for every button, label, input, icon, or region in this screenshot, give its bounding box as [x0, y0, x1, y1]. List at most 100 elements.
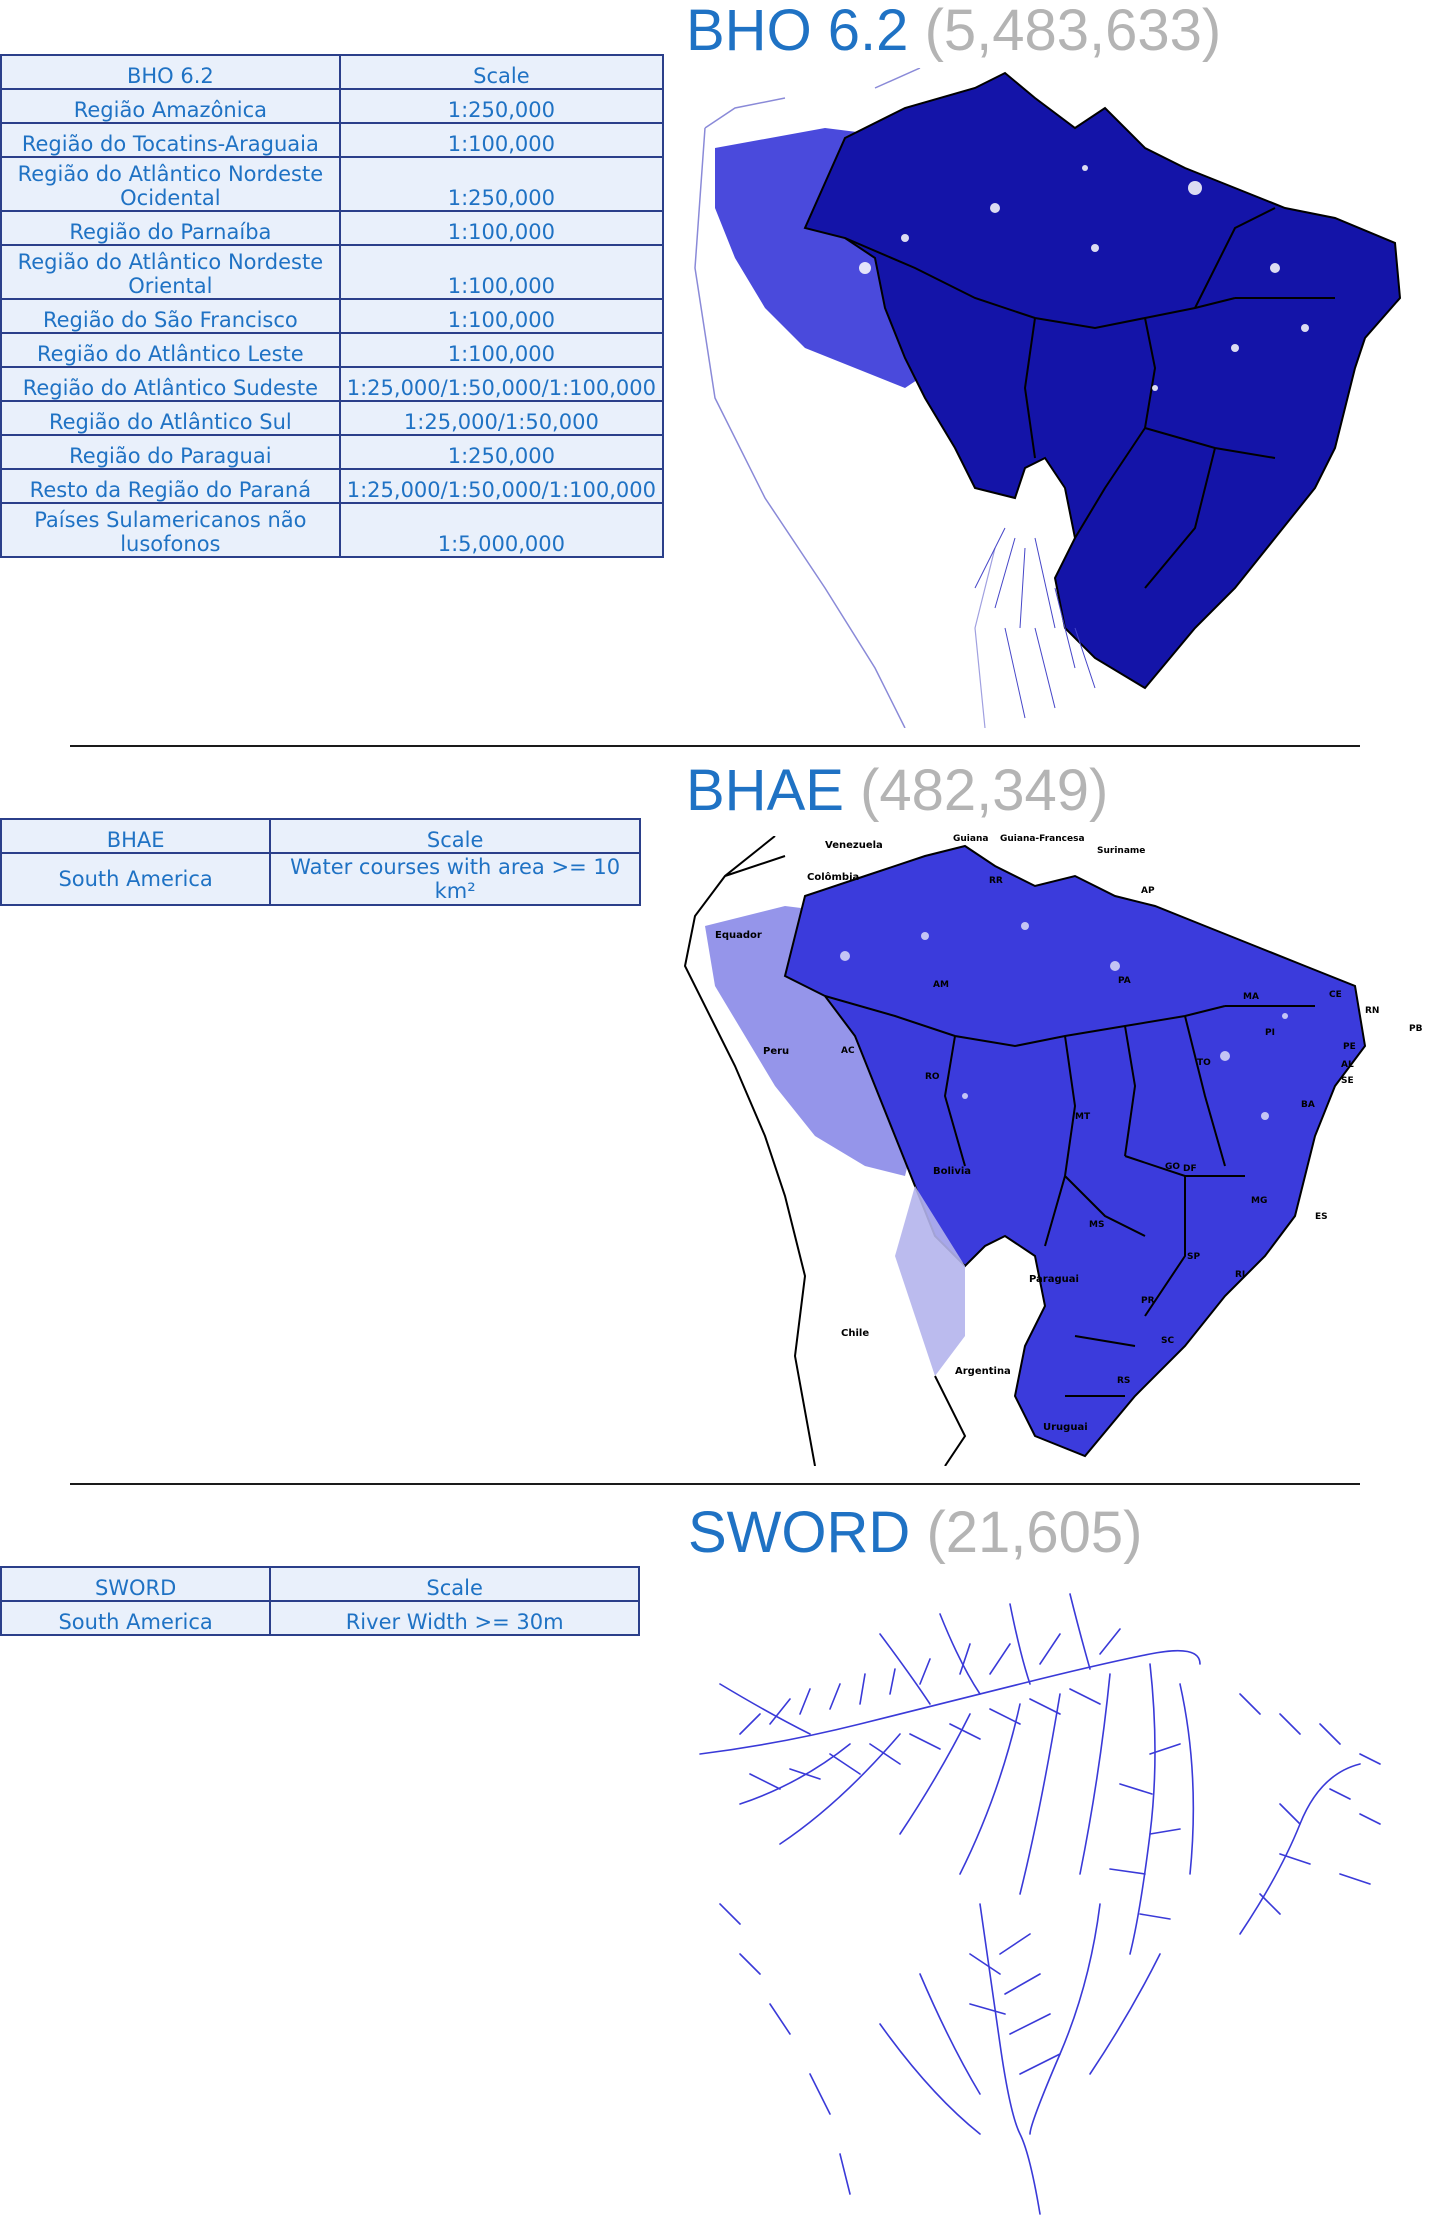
region-cell: Região do Paraguai: [0, 434, 341, 470]
feature-count: (21,605): [926, 1500, 1143, 1565]
map-label-ms: MS: [1089, 1220, 1105, 1230]
map-label-equador: Equador: [715, 930, 762, 941]
bho-scale-table: BHO 6.2 Scale Região Amazônica 1:250,000…: [0, 54, 665, 558]
map-label-ba: BA: [1301, 1100, 1315, 1110]
bhae-scale-table: BHAE Scale South America Water courses w…: [0, 818, 641, 906]
map-label-am: AM: [933, 980, 949, 990]
region-cell: Região do São Francisco: [0, 298, 341, 334]
bhae-map-image: [683, 836, 1367, 1466]
map-label-guiana-francesa: Guiana-Francesa: [1000, 834, 1085, 844]
sword-map: [680, 1574, 1400, 2219]
table-header-cell: Scale: [338, 54, 665, 90]
map-label-pr: PR: [1141, 1296, 1155, 1306]
region-cell: Região do Atlântico Nordeste Oriental: [0, 244, 341, 300]
table-header-row: SWORD Scale: [0, 1566, 640, 1602]
map-label-go: GO: [1165, 1162, 1181, 1172]
dataset-name: BHO 6.2: [686, 0, 909, 63]
scale-cell: 1:250,000: [338, 88, 665, 124]
sword-title: SWORD (21,605): [688, 1504, 1142, 1562]
scale-cell: 1:5,000,000: [338, 502, 665, 558]
region-cell: Região do Atlântico Leste: [0, 332, 341, 368]
scale-cell: 1:25,000/1:50,000: [338, 400, 665, 436]
feature-count: (482,349): [860, 758, 1109, 823]
table-row: Região do Parnaíba 1:100,000: [0, 210, 665, 246]
table-row: South America River Width >= 30m: [0, 1600, 640, 1636]
map-label-to: TO: [1197, 1058, 1211, 1068]
table-row: Resto da Região do Paraná 1:25,000/1:50,…: [0, 468, 665, 504]
section-divider: [70, 1483, 1360, 1485]
map-label-uruguai: Uruguai: [1043, 1422, 1088, 1433]
map-label-mg: MG: [1251, 1196, 1268, 1206]
region-cell: South America: [0, 852, 272, 906]
map-label-sp: SP: [1187, 1252, 1201, 1262]
map-label-al: AL: [1341, 1060, 1354, 1070]
map-label-chile: Chile: [841, 1328, 870, 1339]
table-row: Região do Atlântico Nordeste Ocidental 1…: [0, 156, 665, 212]
region-cell: Região Amazônica: [0, 88, 341, 124]
map-label-ro: RO: [925, 1072, 940, 1082]
table-row: Região do Paraguai 1:250,000: [0, 434, 665, 470]
map-label-peru: Peru: [763, 1046, 790, 1057]
region-cell: Região do Tocatins-Araguaia: [0, 122, 341, 158]
map-label-pb: PB: [1409, 1024, 1423, 1034]
map-label-argentina: Argentina: [955, 1366, 1011, 1377]
scale-cell: Water courses with area >= 10 km²: [269, 852, 641, 906]
table-row: South America Water courses with area >=…: [0, 852, 641, 906]
dataset-name: BHAE: [686, 758, 844, 823]
map-label-ap: AP: [1141, 886, 1155, 896]
map-label-ma: MA: [1243, 992, 1259, 1002]
scale-cell: 1:250,000: [338, 156, 665, 212]
table-row: Região do Atlântico Leste 1:100,000: [0, 332, 665, 368]
table-header-cell: SWORD: [0, 1566, 272, 1602]
table-header-cell: Scale: [269, 818, 641, 854]
bho-section: BHO 6.2 Scale Região Amazônica 1:250,000…: [0, 0, 1440, 735]
region-cell: South America: [0, 1600, 272, 1636]
table-row: Região do Atlântico Nordeste Oriental 1:…: [0, 244, 665, 300]
scale-cell: 1:25,000/1:50,000/1:100,000: [338, 468, 665, 504]
sword-river-network: [699, 1593, 1381, 2215]
map-label-rs: RS: [1117, 1376, 1131, 1386]
bhae-title: BHAE (482,349): [686, 762, 1108, 820]
scale-cell: 1:100,000: [338, 332, 665, 368]
dataset-name: SWORD: [688, 1500, 911, 1565]
table-header-cell: Scale: [269, 1566, 640, 1602]
map-label-sc: SC: [1161, 1336, 1175, 1346]
bho-map-image: [694, 68, 1402, 728]
map-label-pe: PE: [1343, 1042, 1356, 1052]
table-row: Região do Tocatins-Araguaia 1:100,000: [0, 122, 665, 158]
sword-section: SWORD Scale South America River Width >=…: [0, 1488, 1440, 2225]
region-cell: Região do Parnaíba: [0, 210, 341, 246]
bho-map: [675, 68, 1420, 728]
map-label-se: SE: [1341, 1076, 1354, 1086]
region-cell: Região do Atlântico Nordeste Ocidental: [0, 156, 341, 212]
map-label-bolivia: Bolivia: [933, 1166, 972, 1177]
scale-cell: 1:25,000/1:50,000/1:100,000: [338, 366, 665, 402]
scale-cell: 1:100,000: [338, 244, 665, 300]
scale-cell: 1:100,000: [338, 122, 665, 158]
region-cell: Resto da Região do Paraná: [0, 468, 341, 504]
table-row: Países Sulamericanos não lusofonos 1:5,0…: [0, 502, 665, 558]
map-label-pa: PA: [1118, 976, 1131, 986]
map-label-pi: PI: [1265, 1028, 1275, 1038]
feature-count: (5,483,633): [924, 0, 1222, 63]
map-label-rj: RJ: [1235, 1270, 1246, 1280]
table-row: Região do Atlântico Sul 1:25,000/1:50,00…: [0, 400, 665, 436]
map-label-ac: AC: [841, 1046, 855, 1056]
map-label-mt: MT: [1075, 1112, 1091, 1122]
map-label-ce: CE: [1329, 990, 1342, 1000]
table-header-cell: BHO 6.2: [0, 54, 341, 90]
table-header-row: BHAE Scale: [0, 818, 641, 854]
map-label-guiana: Guiana: [953, 834, 989, 844]
bhae-map: Venezuela Guiana Guiana-Francesa Surinam…: [665, 834, 1425, 1466]
map-label-df: DF: [1183, 1164, 1197, 1174]
table-header-cell: BHAE: [0, 818, 272, 854]
map-label-rr: RR: [989, 876, 1003, 886]
table-header-row: BHO 6.2 Scale: [0, 54, 665, 90]
scale-cell: 1:100,000: [338, 210, 665, 246]
map-label-colombia: Colômbia: [807, 872, 860, 883]
table-row: Região Amazônica 1:250,000: [0, 88, 665, 124]
map-label-suriname: Suriname: [1097, 846, 1146, 856]
map-label-es: ES: [1315, 1212, 1328, 1222]
region-cell: Região do Atlântico Sul: [0, 400, 341, 436]
scale-cell: 1:100,000: [338, 298, 665, 334]
